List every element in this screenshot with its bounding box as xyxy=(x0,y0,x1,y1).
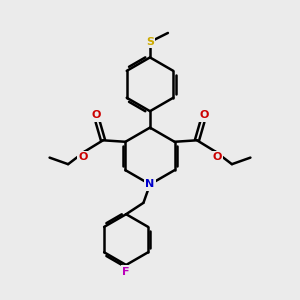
Text: O: O xyxy=(92,110,101,120)
Text: S: S xyxy=(146,37,154,47)
Text: O: O xyxy=(212,152,222,162)
Text: F: F xyxy=(122,266,130,277)
Text: N: N xyxy=(146,179,154,189)
Text: O: O xyxy=(78,152,88,162)
Text: O: O xyxy=(199,110,208,120)
